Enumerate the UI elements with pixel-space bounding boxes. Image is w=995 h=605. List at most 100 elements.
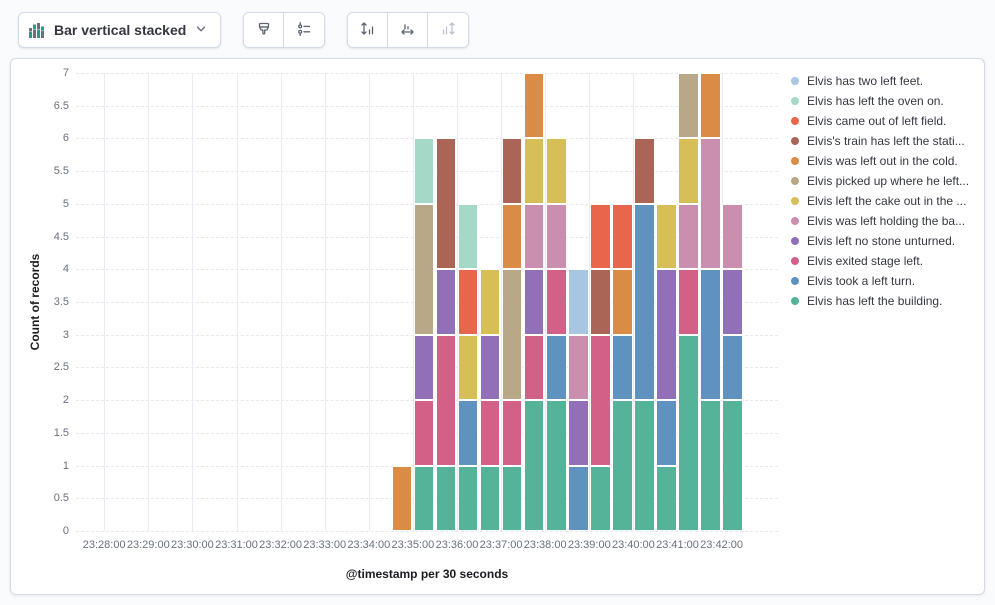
bar-segment[interactable]	[567, 269, 589, 335]
bar-segment[interactable]	[435, 334, 457, 466]
bar-segment[interactable]	[413, 334, 435, 401]
bar-segment[interactable]	[435, 465, 457, 531]
bar-segment[interactable]	[413, 203, 435, 335]
bar-segment[interactable]	[523, 269, 545, 335]
bar-segment[interactable]	[612, 334, 633, 401]
bar-segment[interactable]	[501, 138, 523, 204]
bar-segment[interactable]	[634, 203, 655, 401]
bar-segment[interactable]	[612, 269, 633, 335]
bar-segment[interactable]	[501, 400, 523, 466]
bar-segment[interactable]	[479, 334, 501, 401]
bar-segment[interactable]	[545, 138, 567, 204]
bar-segment[interactable]	[545, 203, 567, 270]
y-tick-label: 3	[62, 328, 69, 341]
y-tick-label: 3.5	[53, 296, 69, 308]
bar-segment[interactable]	[612, 400, 633, 531]
bar-segment[interactable]	[457, 334, 479, 401]
x-tick-label: 23:39:00	[567, 539, 611, 551]
bar-segment[interactable]	[567, 465, 589, 531]
bar-segment[interactable]	[656, 269, 677, 401]
bar-segment[interactable]	[678, 138, 699, 204]
bar-segment[interactable]	[656, 465, 677, 531]
bar-segment[interactable]	[545, 400, 567, 531]
x-tick-label: 23:33:00	[303, 539, 347, 551]
legend-item[interactable]: Elvis has two left feet.	[791, 71, 981, 91]
bar-segment[interactable]	[523, 138, 545, 204]
bar-segment[interactable]	[501, 269, 523, 401]
bar-segment[interactable]	[700, 73, 721, 139]
bar-segment[interactable]	[501, 465, 523, 531]
chart-panel: Count of records 0 0.5 1 1.5 2 2.5 3 3.5 4 4.5 5 5.…	[10, 58, 985, 595]
bar-segment[interactable]	[523, 334, 545, 401]
x-tick-label: 23:32:00	[259, 539, 302, 551]
bar-segment[interactable]	[678, 203, 699, 270]
bar-segment[interactable]	[590, 203, 611, 270]
bar-segment[interactable]	[634, 400, 655, 531]
bar-segment[interactable]	[722, 269, 743, 335]
bar-segment[interactable]	[567, 334, 589, 401]
bar-segment[interactable]	[722, 334, 743, 401]
legend-color-dot	[791, 157, 799, 165]
bar-segment[interactable]	[678, 269, 699, 335]
bar-segment[interactable]	[457, 203, 479, 270]
chart-type-label: Bar vertical stacked	[54, 22, 187, 38]
bar-segment[interactable]	[523, 73, 545, 139]
bar-segment[interactable]	[678, 334, 699, 531]
bar-segment[interactable]	[457, 400, 479, 466]
legend-item[interactable]: Elvis came out of left field.	[791, 111, 981, 131]
bar-segment[interactable]	[700, 269, 721, 401]
bar-segment[interactable]	[545, 269, 567, 335]
bar-segment[interactable]	[479, 269, 501, 335]
bar-segment[interactable]	[590, 465, 611, 531]
bar-segment[interactable]	[722, 203, 743, 270]
bar-segment[interactable]	[435, 138, 457, 270]
bar-segment[interactable]	[678, 73, 699, 139]
bar-segment[interactable]	[590, 269, 611, 335]
visual-options-button[interactable]	[244, 13, 285, 47]
vertical-gridline	[236, 73, 238, 531]
bar-segment[interactable]	[567, 400, 589, 466]
bar-segment[interactable]	[722, 400, 743, 531]
bar-segment[interactable]	[413, 465, 435, 531]
bar-segment[interactable]	[523, 203, 545, 270]
bar-segment[interactable]	[413, 138, 435, 204]
legend-item[interactable]: Elvis took a left turn.	[791, 271, 981, 291]
legend-settings-button[interactable]	[284, 13, 325, 47]
horizontal-gridline	[76, 73, 778, 74]
bar-segment[interactable]	[457, 269, 479, 335]
bar-segment[interactable]	[545, 334, 567, 401]
bar-segment[interactable]	[656, 203, 677, 270]
bar-segment[interactable]	[700, 400, 721, 531]
chart-type-selector[interactable]: Bar vertical stacked	[18, 12, 222, 48]
bar-segment[interactable]	[634, 138, 655, 204]
bar-segment[interactable]	[457, 465, 479, 531]
bar-segment[interactable]	[391, 465, 413, 531]
legend-color-dot	[791, 97, 799, 105]
legend-item[interactable]: Elvis exited stage left.	[791, 251, 981, 271]
right-axis-button[interactable]	[428, 13, 469, 47]
bar-segment[interactable]	[479, 400, 501, 466]
legend-item[interactable]: Elvis's train has left the stati...	[791, 131, 981, 151]
legend-item[interactable]: Elvis was left out in the cold.	[791, 151, 981, 171]
bar-segment[interactable]	[435, 269, 457, 335]
bar-segment[interactable]	[501, 203, 523, 270]
legend-item[interactable]: Elvis has left the building.	[791, 291, 981, 311]
legend-item[interactable]: Elvis has left the oven on.	[791, 91, 981, 111]
bar-segment[interactable]	[612, 203, 633, 270]
left-axis-button[interactable]	[348, 13, 389, 47]
bar-segment[interactable]	[590, 334, 611, 466]
brush-icon	[256, 21, 272, 40]
legend-label: Elvis has two left feet.	[807, 74, 924, 88]
legend-item[interactable]: Elvis left no stone unturned.	[791, 231, 981, 251]
bottom-axis-button[interactable]	[388, 13, 429, 47]
axis-left-icon	[359, 20, 376, 40]
vertical-gridline	[368, 73, 370, 531]
legend-item[interactable]: Elvis left the cake out in the ...	[791, 191, 981, 211]
legend-item[interactable]: Elvis was left holding the ba...	[791, 211, 981, 231]
legend-item[interactable]: Elvis picked up where he left...	[791, 171, 981, 191]
bar-segment[interactable]	[413, 400, 435, 466]
bar-segment[interactable]	[523, 400, 545, 531]
bar-segment[interactable]	[700, 138, 721, 270]
bar-segment[interactable]	[479, 465, 501, 531]
bar-segment[interactable]	[656, 400, 677, 466]
